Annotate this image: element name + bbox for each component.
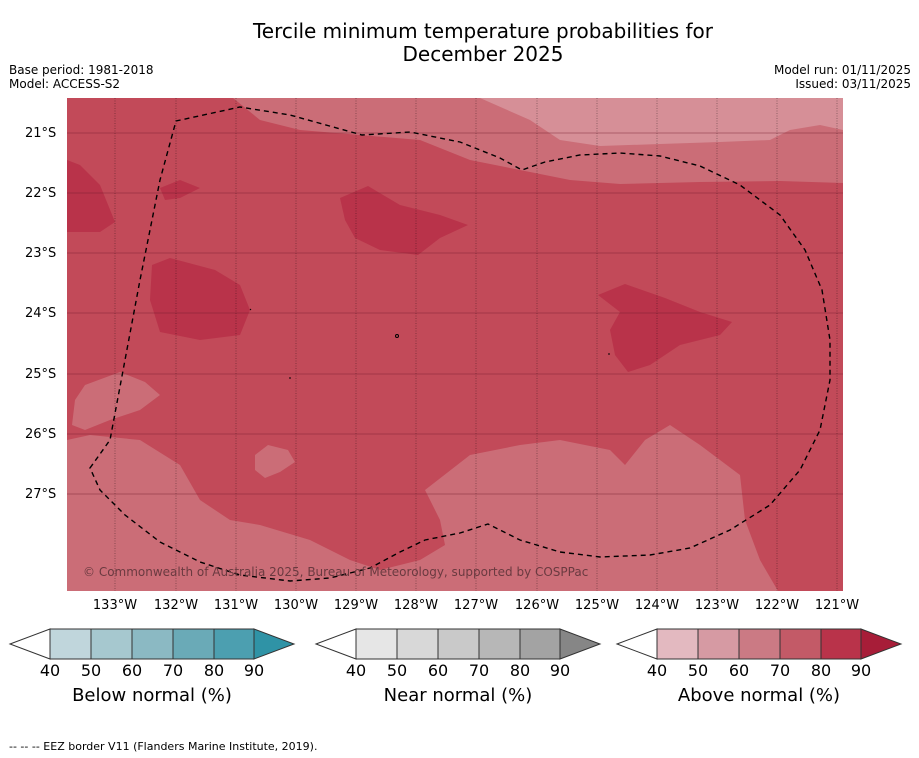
latitude-lines	[67, 132, 843, 495]
colorbar-below-label: Below normal (%)	[72, 685, 232, 706]
title-line-2: December 2025	[402, 42, 564, 66]
model-name: Model: ACCESS-S2	[9, 77, 121, 91]
cb-tick: 80	[810, 661, 832, 680]
lat-label: 26°S	[25, 427, 57, 442]
lon-label: 122°W	[754, 598, 800, 613]
cb-tick: 60	[728, 661, 750, 680]
lat-label: 24°S	[25, 306, 57, 321]
region-above-80-b	[150, 258, 250, 340]
lat-label: 27°S	[25, 487, 57, 502]
cb-tick: 50	[687, 661, 709, 680]
map-title: Tercile minimum temperature probabilitie…	[0, 20, 919, 66]
lat-label: 21°S	[25, 126, 57, 141]
copyright-notice: © Commonwealth of Australia 2025, Bureau…	[83, 565, 589, 579]
lat-label: 25°S	[25, 367, 57, 382]
base-period: Base period: 1981-2018	[9, 63, 154, 77]
island-marks	[249, 308, 610, 379]
cb-tick: 90	[243, 661, 265, 680]
cb-tick: 40	[345, 661, 367, 680]
meta-right: Model run: 01/11/2025 Issued: 03/11/2025	[774, 63, 911, 91]
region-above-80-west	[67, 160, 115, 232]
cb-tick: 80	[509, 661, 531, 680]
cb-tick: 40	[646, 661, 668, 680]
lon-label: 124°W	[634, 598, 680, 613]
graticule	[114, 98, 838, 591]
region-above-80-c	[340, 186, 468, 255]
region-above-60-small	[255, 445, 295, 478]
cb-tick: 90	[850, 661, 872, 680]
cb-tick: 50	[80, 661, 102, 680]
cb-tick: 60	[121, 661, 143, 680]
colorbar-near	[314, 628, 602, 660]
cb-tick: 40	[39, 661, 61, 680]
cb-tick: 60	[427, 661, 449, 680]
lat-label: 23°S	[25, 246, 57, 261]
region-above-80-a	[160, 180, 200, 200]
region-above-60-bottom	[67, 425, 778, 591]
lon-label: 125°W	[574, 598, 620, 613]
colorbar-above-label: Above normal (%)	[677, 685, 841, 706]
lat-label: 22°S	[25, 186, 57, 201]
lon-label: 126°W	[514, 598, 560, 613]
lon-label: 123°W	[694, 598, 740, 613]
region-above-60-left	[72, 372, 160, 430]
lon-label: 132°W	[153, 598, 199, 613]
cb-tick: 80	[203, 661, 225, 680]
eez-footer-note: -- -- -- EEZ border V11 (Flanders Marine…	[9, 740, 318, 753]
colorbar-above	[615, 628, 903, 660]
lon-label: 131°W	[213, 598, 259, 613]
cb-tick: 70	[468, 661, 490, 680]
cb-tick: 90	[549, 661, 571, 680]
lon-label: 133°W	[92, 598, 138, 613]
model-run: Model run: 01/11/2025	[773, 63, 911, 77]
cb-tick: 70	[769, 661, 791, 680]
eez-border	[89, 106, 831, 582]
cb-tick: 70	[162, 661, 184, 680]
lon-label: 127°W	[453, 598, 499, 613]
cb-tick: 50	[386, 661, 408, 680]
region-above-50-top	[480, 98, 843, 146]
title-line-1: Tercile minimum temperature probabilitie…	[252, 19, 714, 43]
colorbar-below	[8, 628, 296, 660]
lon-label: 130°W	[273, 598, 319, 613]
lon-label: 121°W	[814, 598, 860, 613]
issued-date: Issued: 03/11/2025	[795, 77, 911, 91]
region-above-80-d	[598, 284, 732, 372]
meta-left: Base period: 1981-2018 Model: ACCESS-S2	[9, 63, 154, 91]
lon-label: 129°W	[333, 598, 379, 613]
lon-label: 128°W	[393, 598, 439, 613]
colorbar-near-label: Near normal (%)	[383, 685, 533, 706]
